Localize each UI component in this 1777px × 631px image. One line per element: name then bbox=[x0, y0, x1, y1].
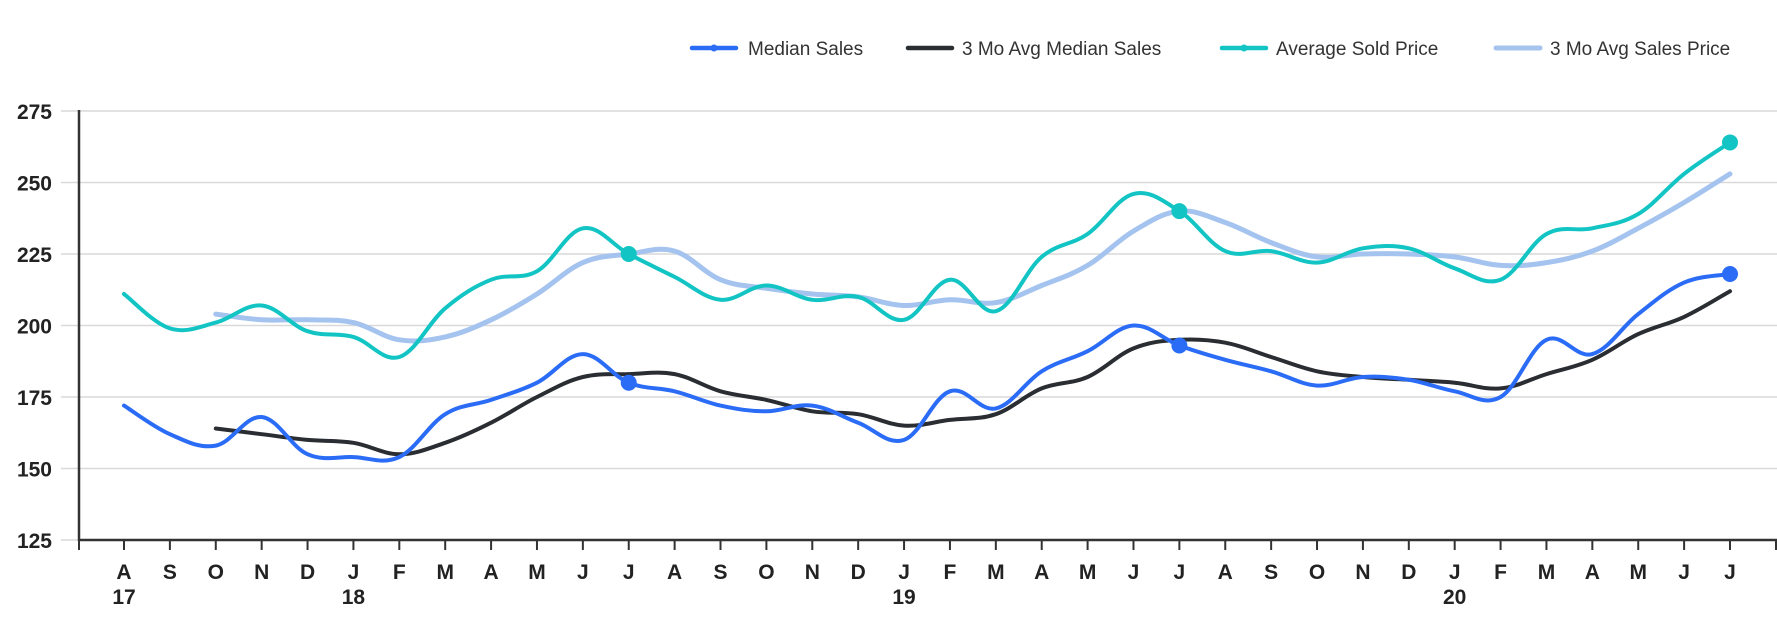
x-tick-label: J bbox=[1678, 561, 1690, 584]
x-tick-label: F bbox=[1494, 561, 1507, 584]
x-year-label: 20 bbox=[1443, 586, 1466, 609]
series-lines bbox=[122, 140, 1733, 463]
x-tick-label: J bbox=[898, 561, 910, 584]
series-line-3-mo-avg-median-sales bbox=[213, 289, 1732, 457]
legend-label: Median Sales bbox=[748, 39, 863, 60]
x-year-label: 18 bbox=[342, 586, 366, 609]
x-tick-label: A bbox=[667, 561, 682, 584]
legend-item: Average Sold Price bbox=[1219, 39, 1438, 60]
x-tick-label: M bbox=[1538, 561, 1556, 584]
x-tick-label: D bbox=[851, 561, 866, 584]
y-tick-label: 125 bbox=[17, 530, 52, 553]
highlight-points bbox=[620, 134, 1738, 391]
x-tick-label: D bbox=[300, 561, 315, 584]
y-tick-label: 275 bbox=[17, 101, 52, 124]
x-tick-label: N bbox=[1355, 561, 1370, 584]
x-tick-label: A bbox=[1034, 561, 1049, 584]
series-line-average-sold-price bbox=[122, 140, 1732, 360]
x-tick-label: J bbox=[623, 561, 635, 584]
x-year-label: 17 bbox=[112, 586, 135, 609]
x-axis-ticks: A S O N D J F M A M J J A S O N D J F M A M J J A S O N D J F M A M J J 17 18… bbox=[78, 540, 1777, 609]
x-tick-label: M bbox=[1079, 561, 1097, 584]
x-tick-label: J bbox=[1174, 561, 1186, 584]
series-line-median-sales bbox=[122, 272, 1732, 463]
data-point-median-sales bbox=[1171, 337, 1188, 354]
grid bbox=[61, 110, 1777, 541]
data-point-average-sold-price bbox=[620, 246, 637, 262]
x-tick-label: D bbox=[1401, 561, 1416, 584]
legend: Median Sales 3 Mo Avg Median Sales Average… bbox=[689, 39, 1730, 60]
x-tick-label: O bbox=[208, 561, 224, 584]
legend-label: 3 Mo Avg Sales Price bbox=[1550, 39, 1730, 60]
x-year-label: 19 bbox=[892, 586, 915, 609]
data-point-average-sold-price bbox=[1171, 203, 1188, 220]
y-axis-ticks: 125 150 175 200 225 250 275 bbox=[17, 101, 52, 553]
x-tick-label: J bbox=[348, 561, 360, 584]
x-tick-label: J bbox=[1128, 561, 1140, 584]
legend-item: 3 Mo Avg Sales Price bbox=[1493, 39, 1730, 60]
y-tick-label: 225 bbox=[17, 244, 52, 267]
x-tick-label: F bbox=[944, 561, 957, 584]
y-tick-label: 200 bbox=[17, 316, 52, 339]
x-tick-label: J bbox=[1449, 561, 1461, 584]
x-tick-label: S bbox=[1264, 561, 1278, 584]
x-tick-label: F bbox=[393, 561, 406, 584]
legend-item: Median Sales bbox=[689, 39, 863, 60]
x-tick-label: M bbox=[1629, 561, 1647, 584]
legend-marker-median-sales bbox=[710, 44, 718, 52]
legend-label: 3 Mo Avg Median Sales bbox=[962, 39, 1161, 60]
data-point-median-sales bbox=[620, 374, 637, 391]
series-line-3-mo-avg-sales-price bbox=[213, 171, 1733, 344]
y-tick-label: 175 bbox=[17, 387, 52, 410]
x-tick-label: N bbox=[254, 561, 269, 584]
y-tick-label: 150 bbox=[17, 459, 52, 482]
legend-marker-average-sold-price bbox=[1240, 44, 1248, 52]
x-tick-label: M bbox=[987, 561, 1005, 584]
x-tick-label: A bbox=[116, 561, 131, 584]
legend-label: Average Sold Price bbox=[1276, 39, 1438, 60]
x-tick-label: S bbox=[714, 561, 728, 584]
data-point-average-sold-price bbox=[1722, 134, 1738, 151]
axes bbox=[77, 110, 1777, 542]
x-tick-label: N bbox=[805, 561, 820, 584]
x-tick-label: J bbox=[577, 561, 589, 584]
x-tick-label: J bbox=[1724, 561, 1736, 584]
x-tick-label: M bbox=[528, 561, 546, 584]
x-tick-label: O bbox=[1309, 561, 1325, 584]
x-tick-label: M bbox=[436, 561, 454, 584]
y-tick-label: 250 bbox=[17, 173, 52, 196]
x-tick-label: A bbox=[1585, 561, 1600, 584]
x-tick-label: A bbox=[483, 561, 498, 584]
x-tick-label: S bbox=[163, 561, 177, 584]
data-point-median-sales bbox=[1722, 266, 1738, 283]
x-tick-label: A bbox=[1218, 561, 1233, 584]
legend-item: 3 Mo Avg Median Sales bbox=[905, 39, 1161, 60]
x-tick-label: O bbox=[758, 561, 774, 584]
